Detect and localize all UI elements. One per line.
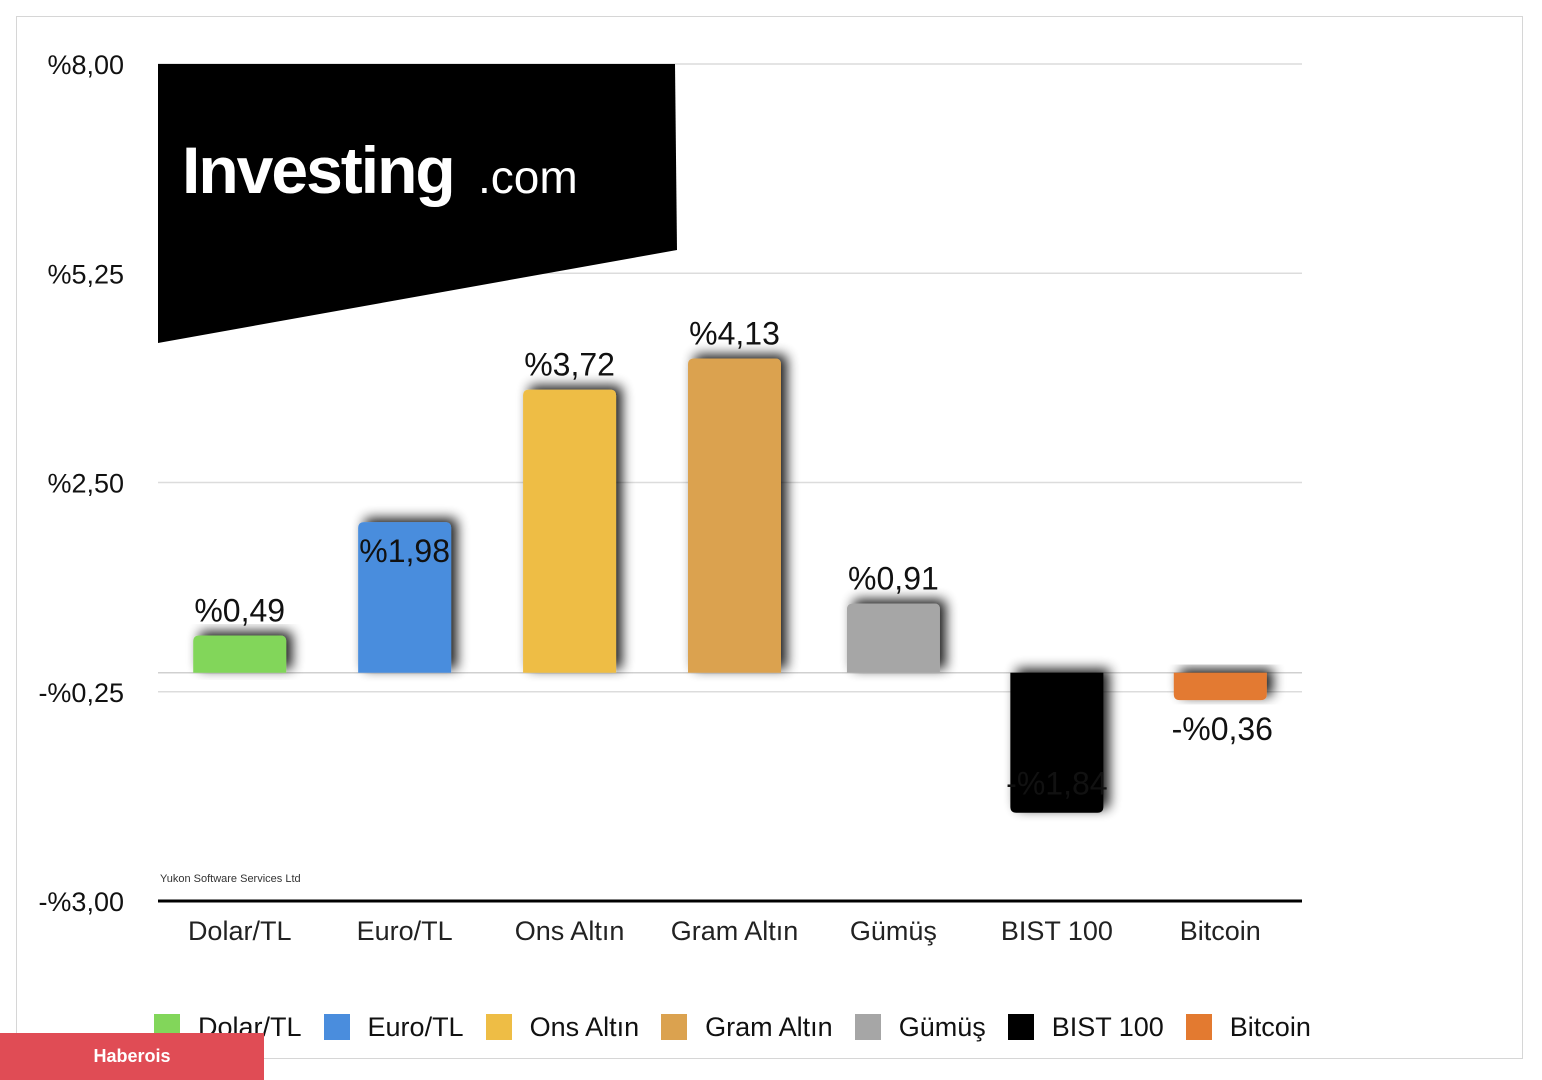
legend-item: Gram Altın [661, 1012, 833, 1043]
y-axis-ticks: -%3,00 -%0,25 %2,50 %5,25 %8,00 [38, 50, 124, 917]
y-tick-label: -%0,25 [38, 678, 124, 708]
legend-item: Gümüş [854, 1011, 986, 1043]
legend-swatch [661, 1014, 688, 1040]
x-tick-label: Gümüş [850, 916, 937, 946]
legend: Dolar/TL Euro/TL Ons Altın Gram Altın Gümüş B… [154, 1007, 1333, 1047]
legend-swatch [1007, 1014, 1034, 1040]
legend-item: Ons Altın [485, 1011, 640, 1043]
data-label: %1,98 [359, 533, 450, 569]
y-tick-label: %5,25 [47, 259, 124, 289]
legend-swatch [1185, 1014, 1212, 1040]
bars [193, 358, 1267, 813]
y-tick-label: %2,50 [47, 469, 124, 499]
x-axis-ticks: Dolar/TL Euro/TL Ons Altın Gram Altın Gümüş B… [188, 916, 1261, 946]
legend-label: Euro/TL [367, 1011, 464, 1042]
y-tick-label: -%3,00 [38, 887, 124, 917]
x-tick-label: Euro/TL [357, 916, 453, 946]
x-tick-label: BIST 100 [1001, 916, 1113, 946]
data-labels: %0,49 %1,98 %3,72 %4,13 %0,91 -%1,84 -%0,36 [194, 315, 1273, 801]
data-label: -%1,84 [1006, 766, 1107, 802]
x-tick-label: Ons Altın [515, 916, 625, 946]
data-label: -%0,36 [1172, 711, 1273, 747]
credit-text: Yukon Software Services Ltd [160, 873, 301, 885]
legend-label: Bitcoin [1229, 1011, 1311, 1042]
investing-logo: Investing .com [158, 64, 677, 343]
x-tick-label: Dolar/TL [188, 916, 292, 946]
bar-euro-tl [358, 522, 452, 673]
legend-item: BIST 100 [1007, 1011, 1164, 1043]
bar-dolar-tl [193, 635, 287, 673]
logo-text: Investing [182, 133, 454, 207]
legend-label: BIST 100 [1051, 1011, 1164, 1042]
legend-label: Gümüş [898, 1011, 986, 1042]
legend-item: Euro/TL [323, 1011, 464, 1043]
logo-suffix: .com [478, 151, 578, 203]
data-label: %3,72 [524, 347, 615, 383]
bar-g-m- [846, 603, 940, 673]
bar-ons-alt-n [523, 389, 617, 673]
source-badge: Haberois [0, 1033, 264, 1080]
bar-bitcoin [1173, 672, 1267, 701]
bar-bist-100 [1010, 672, 1104, 813]
bar-gram-alt-n [688, 358, 781, 673]
legend-swatch [485, 1014, 512, 1040]
data-label: %4,13 [689, 315, 780, 351]
legend-swatch [323, 1014, 350, 1040]
data-label: %0,49 [194, 592, 285, 628]
legend-item: Bitcoin [1185, 1011, 1311, 1043]
legend-swatch [854, 1014, 881, 1040]
legend-label: Gram Altın [705, 1011, 833, 1042]
legend-label: Ons Altın [529, 1011, 640, 1042]
x-tick-label: Gram Altın [671, 916, 799, 946]
y-tick-label: %8,00 [47, 50, 124, 80]
data-label: %0,91 [848, 560, 939, 596]
x-tick-label: Bitcoin [1180, 916, 1261, 946]
